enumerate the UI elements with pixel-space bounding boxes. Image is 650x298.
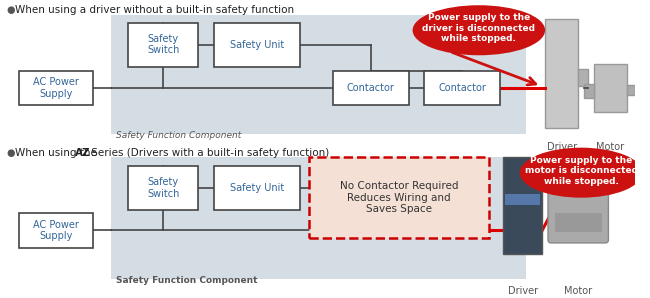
FancyBboxPatch shape	[128, 166, 198, 210]
FancyBboxPatch shape	[594, 64, 627, 112]
Text: Safety Unit: Safety Unit	[229, 40, 284, 50]
Text: AC Power
Supply: AC Power Supply	[33, 77, 79, 99]
Text: AZ: AZ	[75, 148, 91, 158]
Text: AC Power
Supply: AC Power Supply	[33, 220, 79, 241]
Text: Power supply to the
motor is disconnected
while stopped.: Power supply to the motor is disconnecte…	[525, 156, 638, 186]
Text: Driver: Driver	[508, 286, 538, 296]
FancyBboxPatch shape	[128, 23, 198, 67]
Text: Safety
Switch: Safety Switch	[147, 177, 179, 199]
FancyBboxPatch shape	[424, 71, 500, 105]
Text: Motor: Motor	[564, 286, 592, 296]
Text: Motor: Motor	[596, 142, 625, 152]
Ellipse shape	[413, 5, 545, 55]
FancyBboxPatch shape	[503, 157, 542, 254]
Text: Contactor: Contactor	[346, 83, 395, 93]
FancyBboxPatch shape	[214, 23, 300, 67]
FancyBboxPatch shape	[111, 157, 526, 279]
FancyBboxPatch shape	[578, 69, 588, 86]
Text: Power supply to the
driver is disconnected
while stopped.: Power supply to the driver is disconnect…	[422, 13, 536, 43]
Text: Series (Drivers with a built-in safety function): Series (Drivers with a built-in safety f…	[88, 148, 329, 158]
Text: When using the: When using the	[15, 148, 100, 158]
Text: Contactor: Contactor	[438, 83, 486, 93]
Text: Safety Unit: Safety Unit	[229, 183, 284, 193]
Text: Safety Function Component: Safety Function Component	[116, 131, 242, 140]
Text: Safety
Switch: Safety Switch	[147, 34, 179, 55]
FancyBboxPatch shape	[505, 194, 540, 205]
Text: ●: ●	[6, 148, 15, 158]
Text: When using a driver without a built-in safety function: When using a driver without a built-in s…	[15, 5, 294, 15]
FancyBboxPatch shape	[214, 166, 300, 210]
Text: No Contactor Required
Reduces Wiring and
Saves Space: No Contactor Required Reduces Wiring and…	[340, 181, 458, 214]
FancyBboxPatch shape	[309, 157, 489, 238]
FancyBboxPatch shape	[548, 170, 608, 243]
FancyBboxPatch shape	[584, 84, 594, 98]
FancyBboxPatch shape	[627, 85, 635, 95]
Text: ●: ●	[6, 5, 15, 15]
FancyBboxPatch shape	[19, 213, 93, 248]
Text: Driver: Driver	[547, 142, 577, 152]
FancyBboxPatch shape	[111, 15, 526, 134]
Ellipse shape	[520, 148, 643, 198]
FancyBboxPatch shape	[333, 71, 409, 105]
Text: Safety Function Component: Safety Function Component	[116, 276, 258, 285]
FancyBboxPatch shape	[19, 71, 93, 105]
FancyBboxPatch shape	[555, 213, 602, 232]
FancyBboxPatch shape	[545, 19, 578, 128]
